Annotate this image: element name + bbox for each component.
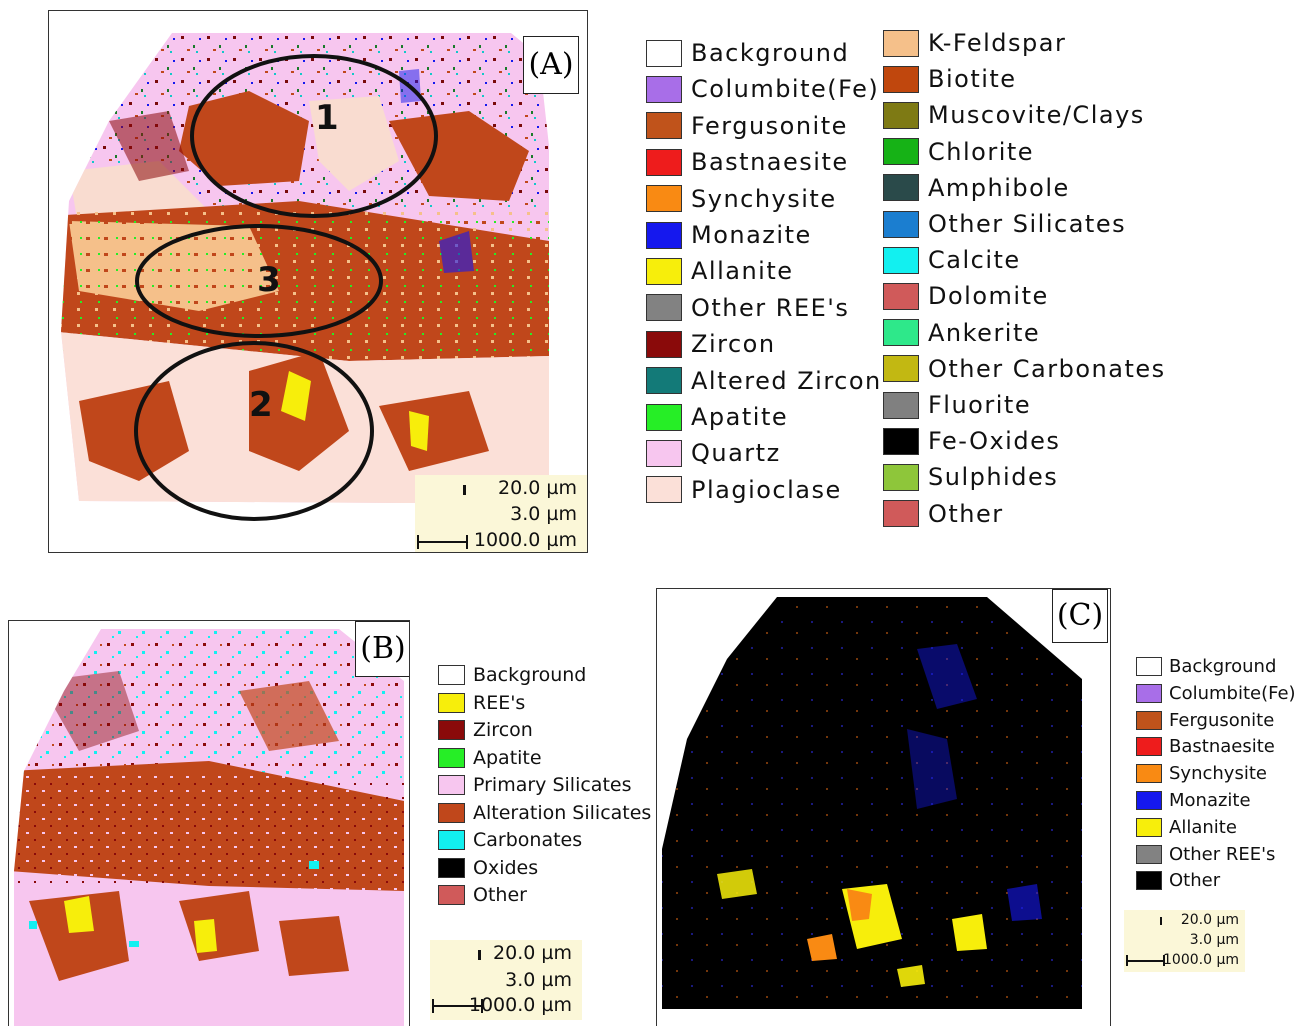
scale-line-3: 1000.0 µm (473, 529, 577, 551)
scale-bar (432, 1005, 482, 1007)
legend-item: Plagioclase (646, 473, 842, 507)
legend-item: Monazite (1136, 788, 1251, 813)
legend-item: Bastnaesite (1136, 734, 1275, 759)
legend-item: Other (883, 497, 1004, 531)
scale-tick (1160, 917, 1162, 925)
panel-a-scale-box: 20.0 µm 3.0 µm 1000.0 µm (415, 475, 587, 552)
legend-item: REE's (438, 690, 525, 716)
scale-line-1: 20.0 µm (493, 942, 572, 964)
legend-item: Ankerite (883, 316, 1040, 350)
panel-b-label: (B) (355, 621, 409, 677)
scale-tick (463, 485, 466, 495)
legend-item: K-Feldspar (883, 26, 1066, 60)
legend-item: Chlorite (883, 135, 1034, 169)
scale-bar-end-right (1163, 955, 1165, 966)
legend-item: Fe-Oxides (883, 424, 1060, 458)
scale-bar-end-left (1126, 955, 1128, 966)
legend-item: Background (646, 36, 849, 70)
panel-c-label: (C) (1052, 589, 1108, 643)
legend-item: Allanite (646, 254, 794, 288)
legend-item: Synchysite (1136, 761, 1267, 786)
legend-item: Fergusonite (646, 109, 848, 143)
panel-a-legend-col-2: K-Feldspar Biotite Muscovite/Clays Chlor… (883, 26, 1173, 536)
scale-line-2: 3.0 µm (505, 969, 572, 991)
scale-bar (1126, 960, 1164, 962)
scale-line-3: 1000.0 µm (468, 994, 572, 1016)
panel-b-map-image (14, 629, 404, 1026)
scale-line-2: 3.0 µm (1189, 932, 1239, 948)
legend-item: Monazite (646, 218, 812, 252)
legend-item: Apatite (438, 745, 542, 771)
legend-item: Other REE's (1136, 842, 1275, 867)
legend-item: Zircon (646, 327, 776, 361)
legend-item: Columbite(Fe) (1136, 681, 1296, 706)
legend-item: Alteration Silicates (438, 800, 651, 826)
panel-c-scale-box: 20.0 µm 3.0 µm 1000.0 µm (1124, 910, 1245, 972)
legend-item: Biotite (883, 62, 1017, 96)
scale-tick (478, 950, 481, 960)
legend-item: Carbonates (438, 827, 582, 853)
legend-item: Calcite (883, 243, 1021, 277)
scale-bar (417, 541, 467, 543)
legend-item: Oxides (438, 855, 538, 881)
panel-c-legend: Background Columbite(Fe) Fergusonite Bas… (1136, 654, 1314, 891)
legend-item: Fluorite (883, 388, 1031, 422)
panel-a-legend-col-1: Background Columbite(Fe) Fergusonite Bas… (646, 36, 881, 516)
legend-item: Primary Silicates (438, 772, 632, 798)
legend-item: Zircon (438, 717, 533, 743)
legend-item: Dolomite (883, 279, 1049, 313)
scale-bar-end-right (466, 535, 468, 549)
panel-b-scale-box: 20.0 µm 3.0 µm 1000.0 µm (430, 940, 582, 1020)
scale-line-3: 1000.0 µm (1163, 952, 1239, 968)
legend-item: Apatite (646, 400, 788, 434)
scale-line-2: 3.0 µm (510, 503, 577, 525)
scale-bar-end-right (481, 999, 483, 1013)
scale-bar-end-left (432, 999, 434, 1013)
legend-item: Amphibole (883, 171, 1070, 205)
legend-item: Quartz (646, 436, 781, 470)
scale-line-1: 20.0 µm (498, 477, 577, 499)
legend-item: Synchysite (646, 182, 837, 216)
legend-item: Background (438, 662, 586, 688)
panel-b-mineral-map: (B) (8, 620, 410, 1026)
legend-item: Other Silicates (883, 207, 1126, 241)
legend-item: Background (1136, 654, 1276, 679)
panel-a-mineral-map: 1 3 2 (A) 20.0 µm 3.0 µm 1000.0 µm (48, 10, 588, 553)
legend-item: Fergusonite (1136, 708, 1274, 733)
legend-item: Other REE's (646, 291, 849, 325)
panel-a-map-image: 1 3 2 (61, 33, 549, 521)
scale-line-1: 20.0 µm (1180, 912, 1239, 928)
legend-item: Altered Zircon (646, 364, 882, 398)
legend-item: Allanite (1136, 815, 1237, 840)
legend-item: Other (438, 882, 527, 908)
panel-a-label: (A) (523, 36, 579, 94)
legend-item: Bastnaesite (646, 145, 849, 179)
scale-bar-end-left (417, 535, 419, 549)
legend-item: Other Carbonates (883, 352, 1166, 386)
region-2-label: 2 (249, 385, 273, 425)
legend-item: Columbite(Fe) (646, 72, 879, 106)
legend-item: Other (1136, 868, 1220, 893)
region-1-label: 1 (315, 98, 339, 138)
legend-item: Muscovite/Clays (883, 98, 1145, 132)
panel-b-legend: Background REE's Zircon Apatite Primary … (438, 662, 658, 907)
panel-c-mineral-map: (C) (656, 588, 1111, 1026)
legend-item: Sulphides (883, 460, 1058, 494)
panel-c-map-image (662, 597, 1082, 1009)
region-3-label: 3 (257, 260, 281, 300)
